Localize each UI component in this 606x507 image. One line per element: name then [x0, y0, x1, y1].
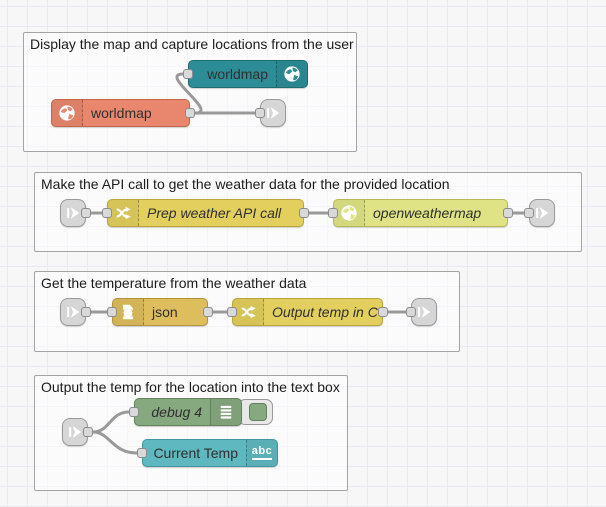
input-port[interactable] — [107, 307, 117, 317]
node-change-output-temp[interactable]: Output temp in C — [227, 298, 388, 326]
group-output-temp[interactable]: Output the temp for the location into th… — [34, 375, 348, 491]
abc-text-icon: abc — [246, 440, 277, 466]
output-port[interactable] — [503, 208, 513, 218]
node-debug[interactable]: debug 4 — [129, 398, 242, 426]
node-link-in[interactable] — [62, 418, 93, 446]
node-label: Prep weather API call — [147, 205, 282, 221]
link-arrow-icon — [267, 107, 280, 119]
debug-lines-icon — [210, 399, 241, 425]
node-change-prep-weather[interactable]: Prep weather API call — [102, 199, 309, 227]
globe-icon — [52, 100, 83, 126]
wire — [91, 410, 131, 434]
node-json[interactable]: { } json — [107, 298, 213, 326]
group-title: Get the temperature from the weather dat… — [41, 275, 307, 291]
node-link-out[interactable] — [524, 199, 555, 227]
globe-icon — [276, 61, 307, 87]
input-port[interactable] — [524, 208, 534, 218]
svg-text:{ }: { } — [122, 310, 135, 318]
input-port[interactable] — [255, 108, 265, 118]
output-port[interactable] — [185, 108, 195, 118]
input-port[interactable] — [406, 307, 416, 317]
node-link-out[interactable] — [255, 99, 286, 127]
input-port[interactable] — [328, 208, 338, 218]
node-link-in[interactable] — [60, 298, 91, 326]
node-label: worldmap — [207, 66, 268, 82]
change-shuffle-icon — [108, 200, 139, 226]
json-file-icon: { } — [113, 299, 144, 325]
debug-toggle-state[interactable] — [249, 403, 267, 421]
node-link-out[interactable] — [406, 298, 437, 326]
link-arrow-icon — [67, 306, 80, 318]
node-worldmap-in[interactable]: worldmap — [51, 99, 195, 127]
input-port[interactable] — [102, 208, 112, 218]
node-openweathermap[interactable]: openweathermap — [328, 199, 513, 227]
wire — [91, 430, 139, 455]
node-label: openweathermap — [373, 205, 482, 221]
change-shuffle-icon — [233, 299, 264, 325]
group-title: Output the temp for the location into th… — [41, 379, 340, 395]
output-port[interactable] — [299, 208, 309, 218]
link-arrow-icon — [69, 426, 82, 438]
group-title: Make the API call to get the weather dat… — [41, 176, 450, 192]
node-label: Current Temp — [153, 445, 238, 461]
link-arrow-icon — [67, 207, 80, 219]
link-arrow-icon — [536, 207, 549, 219]
output-port[interactable] — [81, 208, 91, 218]
link-arrow-icon — [418, 306, 431, 318]
node-ui-text-current-temp[interactable]: Current Temp abc — [137, 439, 278, 467]
input-port[interactable] — [183, 69, 193, 79]
node-worldmap-out[interactable]: worldmap — [183, 60, 308, 88]
output-port[interactable] — [378, 307, 388, 317]
globe-icon — [334, 200, 365, 226]
group-display-map[interactable]: Display the map and capture locations fr… — [23, 32, 357, 152]
group-title: Display the map and capture locations fr… — [30, 36, 354, 52]
output-port[interactable] — [203, 307, 213, 317]
output-port[interactable] — [81, 307, 91, 317]
node-label: Output temp in C — [272, 304, 378, 320]
node-label: json — [152, 304, 178, 320]
node-label: worldmap — [91, 105, 152, 121]
input-port[interactable] — [227, 307, 237, 317]
output-port[interactable] — [83, 427, 93, 437]
input-port[interactable] — [137, 448, 147, 458]
node-link-in[interactable] — [60, 199, 91, 227]
input-port[interactable] — [129, 407, 139, 417]
node-label: debug 4 — [151, 404, 202, 420]
